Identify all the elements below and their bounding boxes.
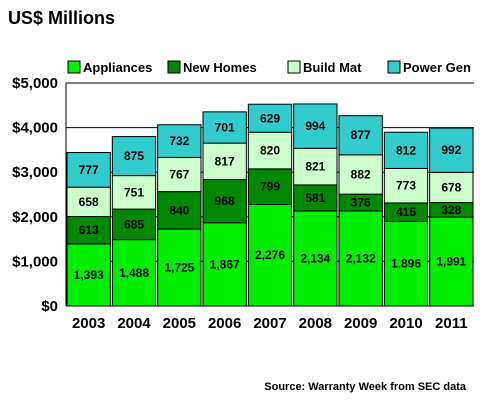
bar-power-gen-2005 — [157, 124, 202, 158]
data-label: 812 — [396, 143, 416, 157]
data-label: 415 — [396, 205, 416, 219]
x-tick-label: 2004 — [117, 315, 151, 332]
data-label: 376 — [351, 196, 371, 210]
data-label: 992 — [441, 143, 461, 157]
data-label: 658 — [79, 195, 99, 209]
bar-appliances-2010 — [383, 220, 429, 307]
data-label: 1,393 — [74, 268, 104, 282]
x-tick-label: 2005 — [163, 315, 196, 332]
data-label: 773 — [396, 179, 416, 193]
x-tick-label: 2011 — [435, 315, 468, 332]
y-tick-label: $1,000 — [12, 253, 58, 270]
data-label: 2,132 — [346, 251, 376, 265]
data-label: 875 — [124, 149, 144, 163]
x-tick-label: 2007 — [253, 315, 286, 332]
data-label: 678 — [441, 180, 461, 194]
legend-label: Power Gen — [403, 60, 471, 75]
bar-appliances-2009 — [338, 210, 383, 307]
data-label: 581 — [305, 191, 325, 205]
data-label: 613 — [79, 223, 99, 237]
legend-swatch — [387, 60, 401, 74]
bar-build-mat-2008 — [293, 147, 338, 186]
bar-build-mat-2005 — [157, 156, 202, 193]
data-label: 994 — [305, 119, 325, 133]
bar-appliances-2008 — [293, 210, 338, 307]
bar-power-gen-2006 — [202, 111, 247, 144]
bar-new-homes-2007 — [247, 168, 293, 205]
y-tick-label: $0 — [41, 298, 58, 315]
data-label: 328 — [441, 203, 461, 217]
bar-power-gen-2010 — [383, 131, 429, 169]
data-label: 2,134 — [300, 251, 330, 265]
legend-label: Appliances — [83, 60, 152, 75]
data-label: 799 — [260, 180, 280, 194]
bar-new-homes-2003 — [66, 216, 111, 245]
bar-build-mat-2003 — [66, 186, 111, 218]
data-label: 777 — [79, 163, 99, 177]
data-label: 968 — [215, 194, 235, 208]
data-label: 732 — [169, 134, 189, 148]
bar-power-gen-2003 — [66, 152, 111, 188]
data-label: 1,867 — [210, 257, 240, 271]
data-label: 1,725 — [164, 261, 194, 275]
data-label: 701 — [215, 120, 235, 134]
data-label: 877 — [351, 128, 371, 142]
x-tick-label: 2006 — [208, 315, 241, 332]
data-label: 821 — [305, 160, 325, 174]
y-tick-label: $4,000 — [12, 120, 58, 137]
data-label: 840 — [169, 203, 189, 217]
data-label: 685 — [124, 217, 144, 231]
y-tick-label: $5,000 — [12, 75, 58, 92]
data-label: 1,991 — [436, 255, 466, 269]
legend-swatch — [67, 60, 81, 74]
x-tick-label: 2010 — [389, 315, 422, 332]
legend-swatch — [287, 60, 301, 74]
x-tick-label: 2003 — [72, 315, 105, 332]
y-tick-label: $3,000 — [12, 164, 58, 181]
plot-area: $0 $1,000 $2,000 $3,000 $4,000 $5,000 1,393 613… — [12, 75, 474, 332]
bar-power-gen-2008 — [293, 103, 338, 149]
bar-power-gen-2011 — [429, 127, 474, 173]
bar-build-mat-2011 — [429, 171, 474, 204]
data-label: 1,488 — [119, 266, 149, 280]
bar-build-mat-2007 — [247, 131, 293, 170]
bar-new-homes-2005 — [157, 191, 202, 230]
data-label: 1,896 — [391, 257, 421, 271]
data-label: 882 — [351, 167, 371, 181]
y-tick-label: $2,000 — [12, 209, 58, 226]
data-label: 817 — [215, 154, 235, 168]
chart-title: US$ Millions — [8, 8, 115, 28]
bar-appliances-2004 — [111, 239, 157, 307]
source-note: Source: Warranty Week from SEC data — [264, 381, 467, 393]
data-label: 751 — [124, 185, 144, 199]
bar-build-mat-2010 — [383, 167, 429, 204]
data-label: 629 — [260, 111, 280, 125]
data-label: 767 — [169, 167, 189, 181]
data-label: 2,276 — [255, 248, 285, 262]
bar-power-gen-2009 — [338, 115, 383, 156]
legend-label: Build Mat — [303, 60, 362, 75]
legend: Appliances New Homes Build Mat Power Gen — [67, 60, 471, 75]
data-label: 820 — [260, 144, 280, 158]
bar-appliances-2007 — [247, 203, 293, 307]
x-tick-label: 2009 — [344, 315, 377, 332]
bar-appliances-2003 — [66, 243, 111, 307]
x-tick-label: 2008 — [299, 315, 332, 332]
bar-power-gen-2004 — [111, 136, 157, 177]
bar-power-gen-2007 — [247, 103, 293, 133]
legend-swatch — [167, 60, 181, 74]
legend-label: New Homes — [183, 60, 257, 75]
